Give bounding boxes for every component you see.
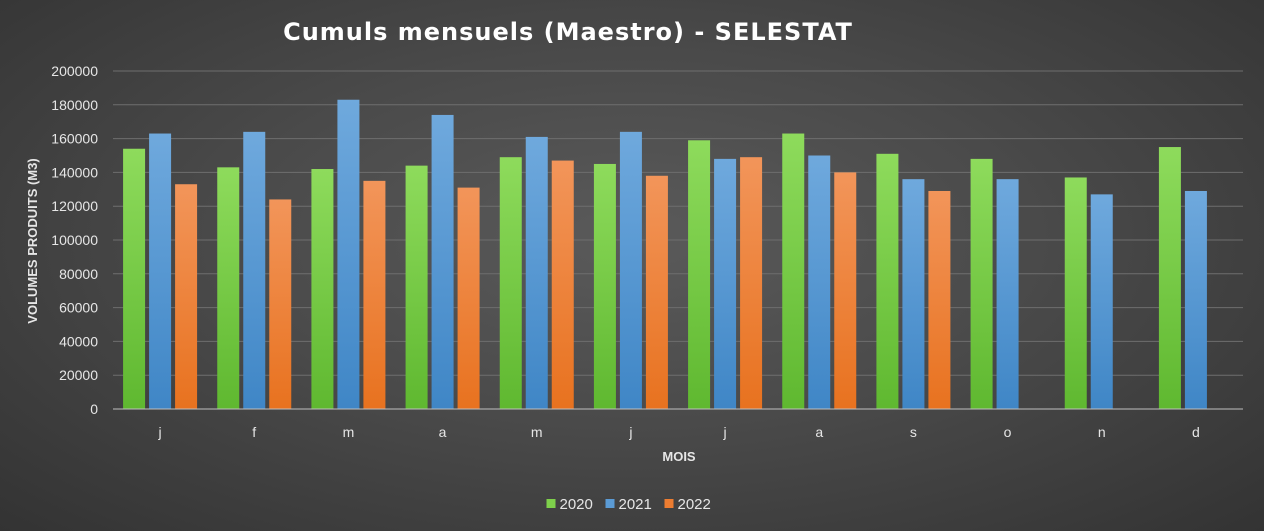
bar-2020-10 [1064, 177, 1087, 409]
bar-2021-9 [996, 179, 1019, 409]
bar-2021-10 [1090, 194, 1113, 409]
x-tick-label: n [1098, 424, 1106, 440]
bar-2020-5 [593, 163, 616, 409]
legend-swatch-2020 [546, 499, 556, 508]
bar-2022-1 [269, 199, 292, 409]
bar-2020-0 [123, 148, 146, 410]
y-tick-label: 140000 [51, 164, 98, 180]
legend-swatch-2022 [664, 499, 674, 508]
bar-2022-5 [645, 175, 668, 409]
x-tick-label: f [252, 424, 256, 440]
legend-swatch-2021 [605, 499, 615, 508]
bar-2022-2 [363, 180, 386, 409]
y-tick-label: 160000 [51, 131, 98, 147]
bar-2021-4 [525, 136, 548, 409]
bar-2021-5 [619, 131, 642, 409]
bars [123, 99, 1207, 410]
bar-2021-2 [337, 99, 360, 409]
bar-2021-11 [1184, 190, 1207, 409]
bar-2022-8 [928, 190, 951, 409]
x-tick-label: d [1192, 424, 1200, 440]
y-tick-label: 40000 [59, 333, 98, 349]
bar-2022-0 [175, 184, 198, 409]
bar-2022-6 [740, 157, 763, 409]
bar-2020-7 [782, 133, 805, 409]
bar-2022-3 [457, 187, 480, 409]
x-tick-label: o [1004, 424, 1012, 440]
legend: 2020 2021 2022 [546, 496, 711, 513]
y-axis-ticks: 0 20000 40000 60000 80000 100000 120000 140000 1… [51, 63, 98, 417]
y-axis-title: VOLUMES PRODUITS (M3) [25, 158, 40, 323]
y-tick-label: 80000 [59, 266, 98, 282]
legend-label-2022: 2022 [678, 496, 711, 513]
x-tick-label: j [158, 424, 162, 440]
gridlines [113, 70, 1243, 376]
chart-title: Cumuls mensuels (Maestro) - SELESTAT [283, 18, 853, 46]
legend-label-2020: 2020 [560, 496, 593, 513]
x-tick-label: j [628, 424, 632, 440]
bar-2021-1 [243, 131, 266, 409]
bar-2020-6 [688, 140, 711, 410]
y-tick-label: 120000 [51, 198, 98, 214]
bar-2021-0 [149, 133, 172, 409]
bar-2022-7 [834, 172, 857, 409]
x-tick-label: a [439, 424, 447, 440]
bar-2021-6 [714, 158, 737, 409]
y-tick-label: 100000 [51, 232, 98, 248]
legend-label-2021: 2021 [619, 496, 652, 513]
y-tick-label: 200000 [51, 63, 98, 79]
y-tick-label: 0 [90, 401, 98, 417]
bar-2020-11 [1158, 147, 1181, 410]
y-tick-label: 180000 [51, 97, 98, 113]
bar-2020-8 [876, 153, 899, 409]
x-tick-label: s [910, 424, 917, 440]
x-tick-label: a [815, 424, 823, 440]
bar-2022-4 [551, 160, 574, 409]
bar-2020-9 [970, 158, 993, 409]
y-tick-label: 60000 [59, 300, 98, 316]
bar-2020-3 [405, 165, 428, 409]
x-tick-label: m [531, 424, 543, 440]
bar-2021-8 [902, 179, 925, 409]
bar-2020-4 [499, 157, 522, 409]
x-axis-title: MOIS [662, 449, 696, 464]
bar-2020-2 [311, 169, 334, 409]
bar-2020-1 [217, 167, 240, 409]
bar-2021-3 [431, 114, 454, 409]
x-tick-label: m [343, 424, 355, 440]
bar-2021-7 [808, 155, 831, 409]
y-tick-label: 20000 [59, 367, 98, 383]
x-tick-label: j [723, 424, 727, 440]
